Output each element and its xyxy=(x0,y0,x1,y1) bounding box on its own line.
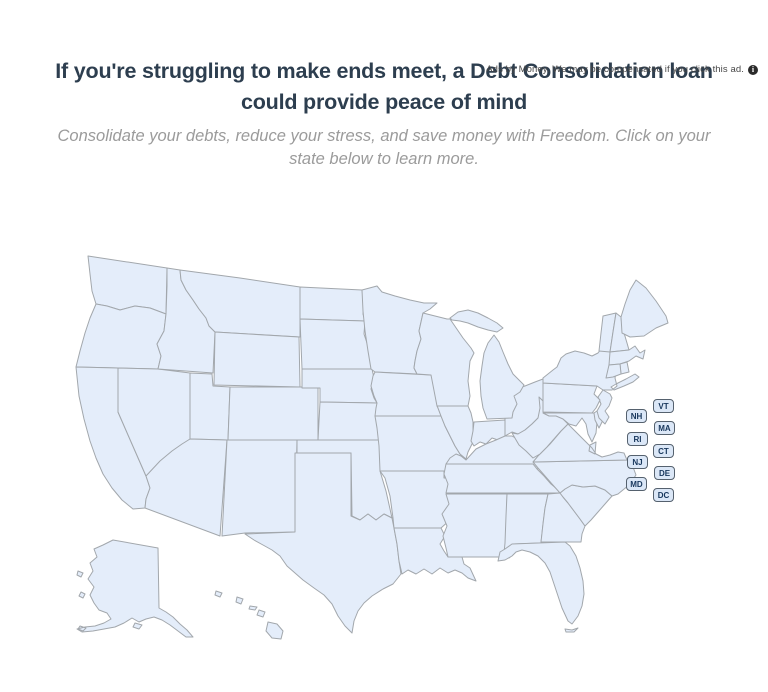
state-AK[interactable] xyxy=(76,539,194,638)
page-subtitle-line2: state below to learn more. xyxy=(289,150,479,168)
state-CO[interactable] xyxy=(227,386,319,441)
state-button-panel: VT NH MA RI CT NJ DE MD DC xyxy=(0,56,768,692)
state-WY[interactable] xyxy=(213,331,301,388)
state-SD[interactable] xyxy=(299,318,373,370)
state-TX[interactable] xyxy=(244,452,402,634)
state-NM[interactable] xyxy=(221,439,298,537)
page-title: If you're struggling to make ends meet, … xyxy=(0,56,768,118)
state-HI[interactable] xyxy=(214,590,284,640)
state-MI[interactable] xyxy=(449,309,525,420)
state-button-DC[interactable]: DC xyxy=(653,488,674,502)
ad-disclosure: Ads by Money. We may be compensated if y… xyxy=(486,64,758,75)
state-button-MA[interactable]: MA xyxy=(654,421,675,435)
state-IL[interactable] xyxy=(436,405,474,460)
state-NJ[interactable] xyxy=(596,389,613,425)
ad-disclosure-text: Ads by Money. We may be compensated if y… xyxy=(486,64,744,75)
state-MS[interactable] xyxy=(441,493,508,558)
state-FL[interactable] xyxy=(497,541,585,633)
state-button-RI[interactable]: RI xyxy=(627,432,648,446)
state-LA[interactable] xyxy=(393,527,477,582)
state-RI[interactable] xyxy=(619,361,630,375)
state-button-MD[interactable]: MD xyxy=(626,477,647,491)
state-button-CT[interactable]: CT xyxy=(653,444,674,458)
state-button-DE[interactable]: DE xyxy=(654,466,675,480)
state-IA[interactable] xyxy=(370,371,442,417)
page-title-line1: If you're struggling to make ends meet, … xyxy=(55,59,713,83)
state-button-NJ[interactable]: NJ xyxy=(627,455,648,469)
state-PA[interactable] xyxy=(542,382,601,414)
state-KS[interactable] xyxy=(317,401,383,441)
state-button-NH[interactable]: NH xyxy=(626,409,647,423)
state-MT[interactable] xyxy=(179,269,301,338)
page-subtitle-line1: Consolidate your debts, reduce your stre… xyxy=(57,127,711,145)
info-icon[interactable]: i xyxy=(748,64,758,75)
state-button-VT[interactable]: VT xyxy=(653,399,674,413)
state-CT[interactable] xyxy=(605,363,622,379)
state-NC[interactable] xyxy=(532,459,637,497)
state-OR[interactable] xyxy=(75,303,167,370)
state-AZ[interactable] xyxy=(144,438,228,537)
state-ND[interactable] xyxy=(299,286,366,322)
us-map xyxy=(75,255,669,640)
page-title-line2: could provide peace of mind xyxy=(240,90,528,114)
state-ME[interactable] xyxy=(620,279,669,338)
page-subtitle: Consolidate your debts, reduce your stre… xyxy=(0,125,768,171)
